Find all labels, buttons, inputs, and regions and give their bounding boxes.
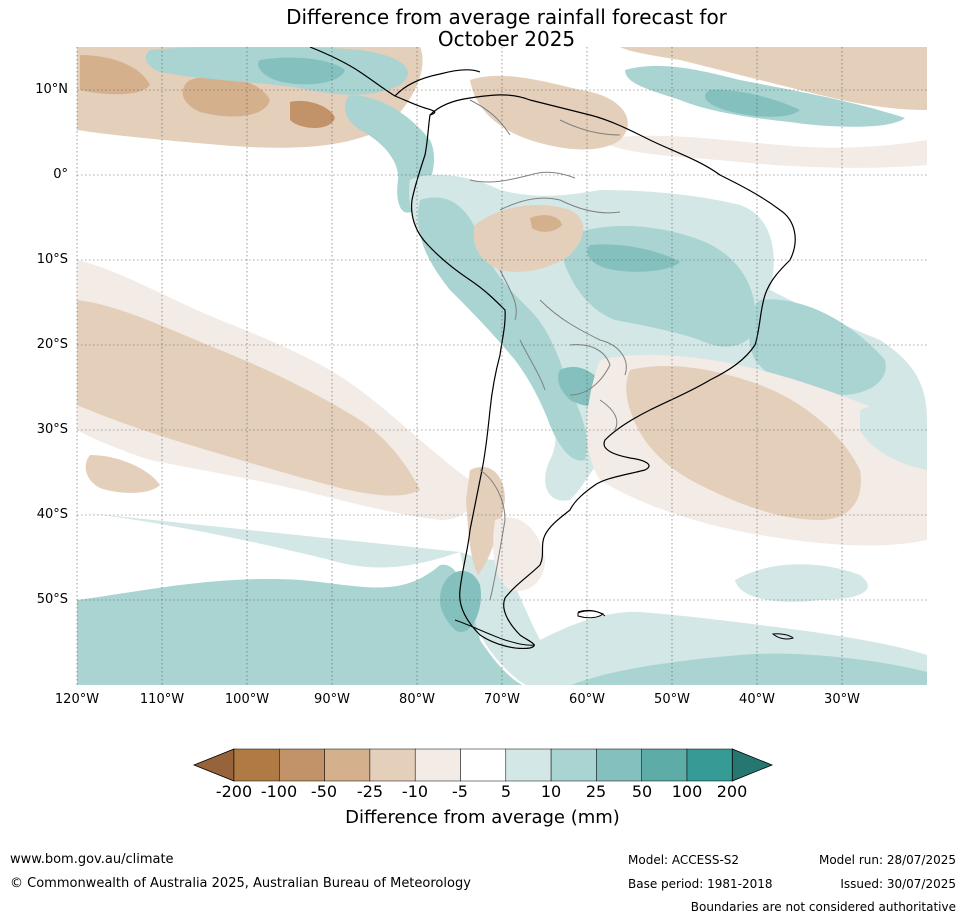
colorbar-arrow-left <box>192 748 235 782</box>
lon-label: 100°W <box>224 692 270 707</box>
colorbar-tick-label: -200 <box>215 782 253 801</box>
colorbar-segment <box>324 748 371 782</box>
colorbar-segment <box>279 748 325 782</box>
anomaly-wet-southern-ocean <box>77 512 927 685</box>
colorbar-tick-label: 10 <box>540 782 562 801</box>
colorbar-tick-label: -10 <box>401 782 429 801</box>
colorbar-segment <box>641 748 688 782</box>
colorbar-tick-label: -5 <box>452 782 468 801</box>
south-america-coastline <box>410 94 796 650</box>
lat-label: 20°S <box>36 337 68 352</box>
colorbar-segment <box>505 748 552 782</box>
colorbar-title: Difference from average (mm) <box>345 807 620 828</box>
footer-copyright: © Commonwealth of Australia 2025, Austra… <box>10 876 471 891</box>
colorbar-tick-label: 25 <box>585 782 607 801</box>
colorbar <box>192 748 774 782</box>
colorbar-segment <box>460 748 507 782</box>
colorbar-tick-label: -50 <box>310 782 338 801</box>
lat-label: 50°S <box>36 592 68 607</box>
lat-label: 10°N <box>35 82 68 97</box>
anomaly-dry-chile <box>466 466 505 575</box>
colorbar-tick-label: 100 <box>671 782 703 801</box>
anomaly-wet-amazon-mid <box>418 197 587 461</box>
anomaly-wet-drake <box>571 653 927 685</box>
graticule <box>76 47 927 685</box>
anomaly-dry-south-pacific-south <box>85 455 160 493</box>
anomaly-wet-brazil-core <box>587 244 680 272</box>
lat-label: 0° <box>53 167 68 182</box>
lon-label: 110°W <box>139 692 185 707</box>
lat-label: 40°S <box>36 507 68 522</box>
colorbar-segment <box>414 748 461 782</box>
colorbar-tick-label: 200 <box>716 782 748 801</box>
lat-label: 30°S <box>36 422 68 437</box>
central-america-coastline <box>309 47 481 116</box>
map-title-line1: Difference from average rainfall forecas… <box>286 5 727 29</box>
anomaly-wet-north-pacific-core <box>258 57 345 85</box>
anomaly-dry-north-pacific-core2 <box>80 55 150 95</box>
colorbar-segment <box>596 748 642 782</box>
colorbar-segment <box>233 748 280 782</box>
anomaly-dry-north-atlantic-light <box>600 135 927 168</box>
lat-label: 10°S <box>36 252 68 267</box>
anomaly-wet-southern-ocean-core <box>77 564 523 685</box>
lon-label: 50°W <box>654 692 690 707</box>
anomaly-dry-peru-brazil-core <box>530 215 562 232</box>
lon-label: 120°W <box>54 692 100 707</box>
footer-website: www.bom.gov.au/climate <box>10 852 174 867</box>
map-title-line2: October 2025 <box>437 27 576 51</box>
anomaly-dry-south-pacific <box>77 300 420 496</box>
footer-model-run: Model run: 28/07/2025 <box>818 853 956 867</box>
lon-label: 60°W <box>569 692 605 707</box>
colorbar-arrow-right <box>731 748 774 782</box>
colorbar-segment <box>369 748 416 782</box>
lon-label: 30°W <box>824 692 860 707</box>
anomaly-wet-south-atlantic-east <box>860 405 927 470</box>
colorbar-tick-label: -25 <box>356 782 384 801</box>
colorbar-segment <box>550 748 597 782</box>
lon-label: 80°W <box>399 692 435 707</box>
footer-issued: Issued: 30/07/2025 <box>840 877 956 891</box>
lon-label: 40°W <box>739 692 775 707</box>
coastlines <box>309 47 796 650</box>
falklands-coastline <box>577 610 604 619</box>
colorbar-segment <box>686 748 733 782</box>
footer-disclaimer: Boundaries are not considered authoritat… <box>690 900 956 914</box>
lon-label: 70°W <box>484 692 520 707</box>
south-georgia-coastline <box>771 633 794 640</box>
footer-base-period: Base period: 1981-2018 <box>628 877 773 891</box>
map-fields <box>77 47 927 685</box>
colorbar-tick-label: 50 <box>631 782 653 801</box>
anomaly-wet-north-atlantic <box>625 65 905 127</box>
lon-label: 90°W <box>314 692 350 707</box>
anomaly-dry-north-atlantic <box>620 47 927 110</box>
colorbar-tick-label: -100 <box>260 782 298 801</box>
footer-model: Model: ACCESS-S2 <box>628 853 740 867</box>
anomaly-dry-north-pacific-core <box>182 76 270 117</box>
anomaly-dry-south-atlantic <box>626 365 861 520</box>
anomaly-wet-south-atlantic-patch <box>735 564 868 602</box>
colorbar-tick-label: 5 <box>500 782 512 801</box>
anomaly-dry-north-pacific-core3 <box>290 100 335 128</box>
anomaly-wet-east-brazil <box>748 299 886 395</box>
anomaly-wet-north-atlantic-core <box>705 89 800 117</box>
